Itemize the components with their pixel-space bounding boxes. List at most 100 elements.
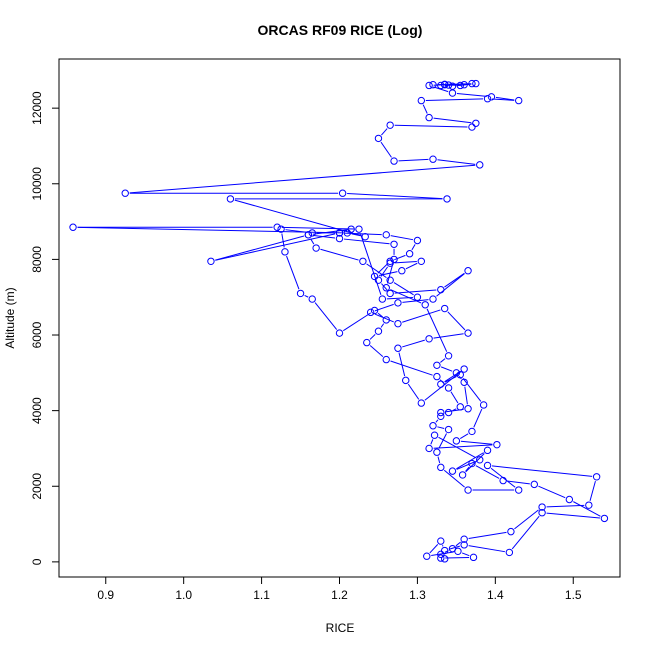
series-line-segment: [390, 360, 433, 376]
series-line-segment: [359, 233, 382, 295]
data-point: [386, 259, 394, 267]
data-point: [425, 113, 433, 122]
data-point: [429, 295, 437, 303]
data-point: [386, 289, 394, 298]
series-line-segment: [347, 192, 443, 200]
data-point: [429, 155, 437, 163]
series-2: [207, 225, 601, 563]
data-point: [444, 425, 453, 434]
data-point: [460, 365, 468, 373]
data-point: [448, 467, 457, 475]
data-point: [308, 295, 316, 303]
data-point: [458, 471, 467, 479]
data-point: [304, 231, 313, 239]
data-point: [452, 369, 461, 377]
data-point: [444, 352, 453, 360]
series-line-segment: [426, 308, 448, 352]
data-point: [483, 95, 492, 103]
data-point: [448, 544, 457, 553]
series-line-segment: [394, 254, 406, 261]
series-line-segment: [431, 551, 454, 556]
series-line-segment: [343, 312, 372, 332]
data-point: [464, 486, 472, 494]
data-point: [437, 408, 445, 417]
series-line-segment: [402, 339, 425, 348]
data-point: [440, 304, 449, 313]
series-line-segment: [285, 229, 308, 233]
series-line-segment: [343, 238, 390, 245]
data-point: [456, 403, 464, 411]
data-point: [530, 480, 538, 489]
data-point: [335, 229, 344, 237]
series-line-segment: [456, 92, 488, 97]
data-point: [370, 306, 379, 315]
data-point: [437, 554, 445, 562]
series-line-segment: [546, 504, 585, 508]
data-point: [443, 195, 451, 203]
data-point: [429, 422, 437, 430]
data-point: [374, 134, 383, 143]
data-point: [425, 81, 433, 90]
series-layer: [69, 79, 609, 563]
series-line-segment: [411, 244, 416, 251]
data-point: [444, 384, 453, 392]
series-line-segment: [422, 104, 428, 114]
series-line-segment: [435, 419, 439, 423]
series-line-segment: [386, 263, 394, 284]
data-point: [493, 440, 501, 449]
series-line-segment: [458, 375, 462, 380]
series-line-segment: [281, 226, 355, 230]
x-tick-label: 1.3: [409, 588, 426, 602]
series-line-segment: [490, 467, 516, 488]
series-line-segment: [215, 233, 336, 261]
series-line-segment: [377, 312, 384, 318]
data-point: [476, 456, 484, 464]
series-line-segment: [439, 379, 446, 386]
data-point: [413, 293, 422, 301]
y-tick-label: 8000: [30, 246, 44, 273]
data-point: [363, 338, 371, 347]
series-line-segment: [440, 366, 453, 372]
data-point: [448, 82, 457, 90]
x-tick-label: 1.0: [175, 588, 192, 602]
series-line-segment: [129, 164, 476, 194]
data-point: [433, 448, 441, 456]
data-point: [437, 81, 445, 90]
data-point: [592, 473, 601, 481]
data-point: [456, 81, 464, 90]
data-point: [417, 399, 426, 407]
data-point: [429, 81, 437, 89]
data-point: [433, 372, 441, 381]
data-point: [468, 123, 476, 131]
data-point: [585, 501, 593, 509]
series-line-segment: [430, 439, 434, 445]
data-point: [386, 257, 394, 265]
data-point: [487, 93, 496, 101]
data-point: [464, 267, 472, 275]
series-line-segment: [314, 302, 338, 330]
series-line-segment: [468, 531, 507, 539]
series-line-segment: [433, 86, 449, 93]
data-point: [386, 276, 394, 284]
data-point: [394, 299, 402, 307]
data-point: [423, 552, 431, 560]
series-line-segment: [492, 98, 515, 101]
data-point: [405, 250, 414, 258]
series-line-segment: [464, 386, 468, 405]
data-point: [565, 495, 574, 504]
series-line-segment: [437, 426, 445, 429]
data-point: [483, 446, 492, 455]
y-tick-label: 0: [30, 558, 44, 565]
series-line-segment: [462, 377, 482, 402]
series-line-segment: [573, 501, 601, 517]
series-line-segment: [447, 311, 466, 331]
y-tick-label: 12000: [30, 91, 44, 125]
data-point: [479, 401, 488, 409]
data-point: [390, 157, 398, 165]
data-point: [347, 225, 355, 233]
data-point: [440, 555, 449, 563]
series-line-segment: [538, 485, 566, 499]
data-point: [308, 229, 316, 237]
series-line-segment: [443, 469, 465, 488]
